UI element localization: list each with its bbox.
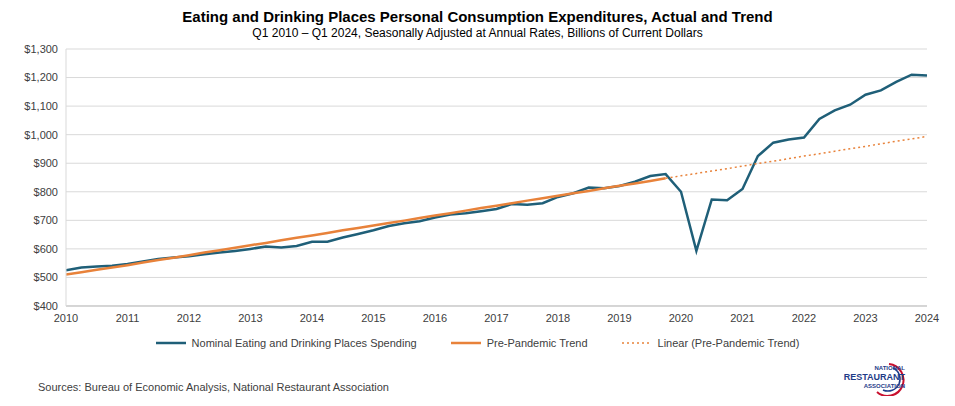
svg-text:2015: 2015 [361,312,385,324]
svg-text:2018: 2018 [546,312,570,324]
html-text:Nominal Eating and Drinking Pl: Nominal Eating and Drinking Places Spend… [191,337,417,349]
svg-text:2012: 2012 [177,312,201,324]
html-text:NATIONAL: NATIONAL [874,365,905,371]
svg-text:$1,100: $1,100 [24,100,58,112]
html-text:Pre-Pandemic Trend: Pre-Pandemic Trend [486,337,588,349]
svg-text:$800: $800 [34,186,58,198]
html-text:Linear (Pre-Pandemic Trend): Linear (Pre-Pandemic Trend) [657,337,800,349]
html-text:Q1 2010 – Q1 2024, Seasonally: Q1 2010 – Q1 2024, Seasonally Adjusted a… [252,26,703,40]
html-text:Sources: Bureau of Economic An: Sources: Bureau of Economic Analysis, Na… [38,381,389,393]
svg-text:$1,300: $1,300 [24,43,58,55]
svg-text:2014: 2014 [300,312,324,324]
svg-text:2023: 2023 [853,312,877,324]
svg-text:$600: $600 [34,243,58,255]
svg-text:2024: 2024 [915,312,939,324]
svg-text:$500: $500 [34,271,58,283]
svg-text:2010: 2010 [54,312,78,324]
svg-text:$1,000: $1,000 [24,129,58,141]
svg-text:$700: $700 [34,214,58,226]
html-text:ASSOCIATION: ASSOCIATION [863,383,905,389]
svg-text:2013: 2013 [238,312,262,324]
svg-text:2019: 2019 [607,312,631,324]
svg-text:$900: $900 [34,157,58,169]
svg-text:2022: 2022 [792,312,816,324]
svg-text:2011: 2011 [116,312,140,324]
svg-text:2021: 2021 [730,312,754,324]
svg-text:2016: 2016 [423,312,447,324]
svg-text:2020: 2020 [669,312,693,324]
svg-text:2017: 2017 [484,312,508,324]
html-text:RESTAURANT: RESTAURANT [843,372,905,382]
svg-text:$1,200: $1,200 [24,71,58,83]
svg-text:$400: $400 [34,300,58,312]
html-text:Eating and Drinking Places Per: Eating and Drinking Places Personal Cons… [182,8,773,25]
